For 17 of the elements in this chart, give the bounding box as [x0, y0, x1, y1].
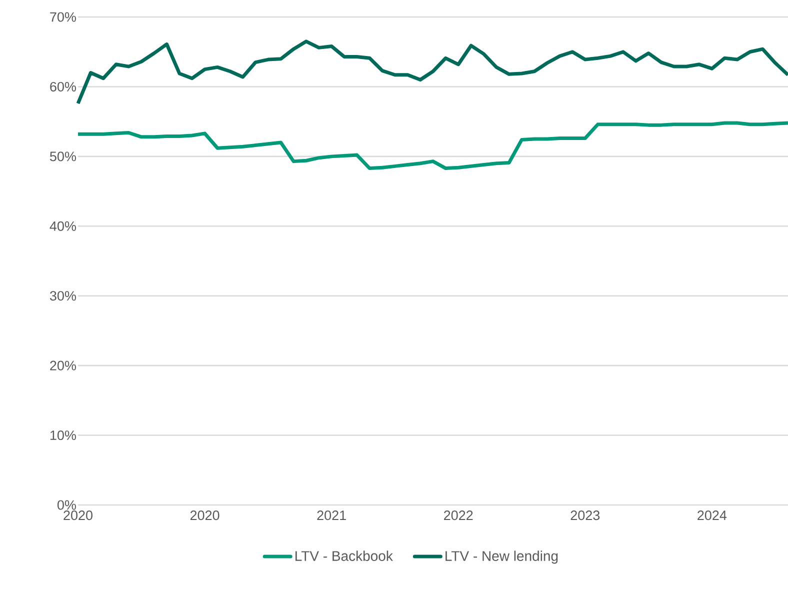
y-tick-label: 60% [50, 82, 76, 92]
y-tick-label: 30% [50, 291, 76, 301]
y-tick-label: 70% [50, 12, 76, 22]
legend-label: LTV - New lending [446, 550, 558, 564]
legend-label: LTV - Backbook [296, 550, 393, 561]
y-tick-label: 40% [50, 221, 76, 231]
x-tick-label: 2020 [190, 510, 220, 520]
y-tick-label: 0% [57, 500, 76, 510]
y-tick-label: 20% [50, 360, 76, 370]
x-tick-label: 2020 [64, 510, 92, 520]
line-series [76, 40, 788, 106]
y-tick-label: 10% [50, 430, 76, 440]
x-tick-label: 2024 [698, 510, 727, 520]
x-tick-label: 2023 [570, 510, 600, 520]
x-tick-label: 2021 [317, 510, 346, 520]
x-tick-label: 2022 [444, 510, 473, 520]
y-tick-label: 50% [50, 152, 76, 162]
